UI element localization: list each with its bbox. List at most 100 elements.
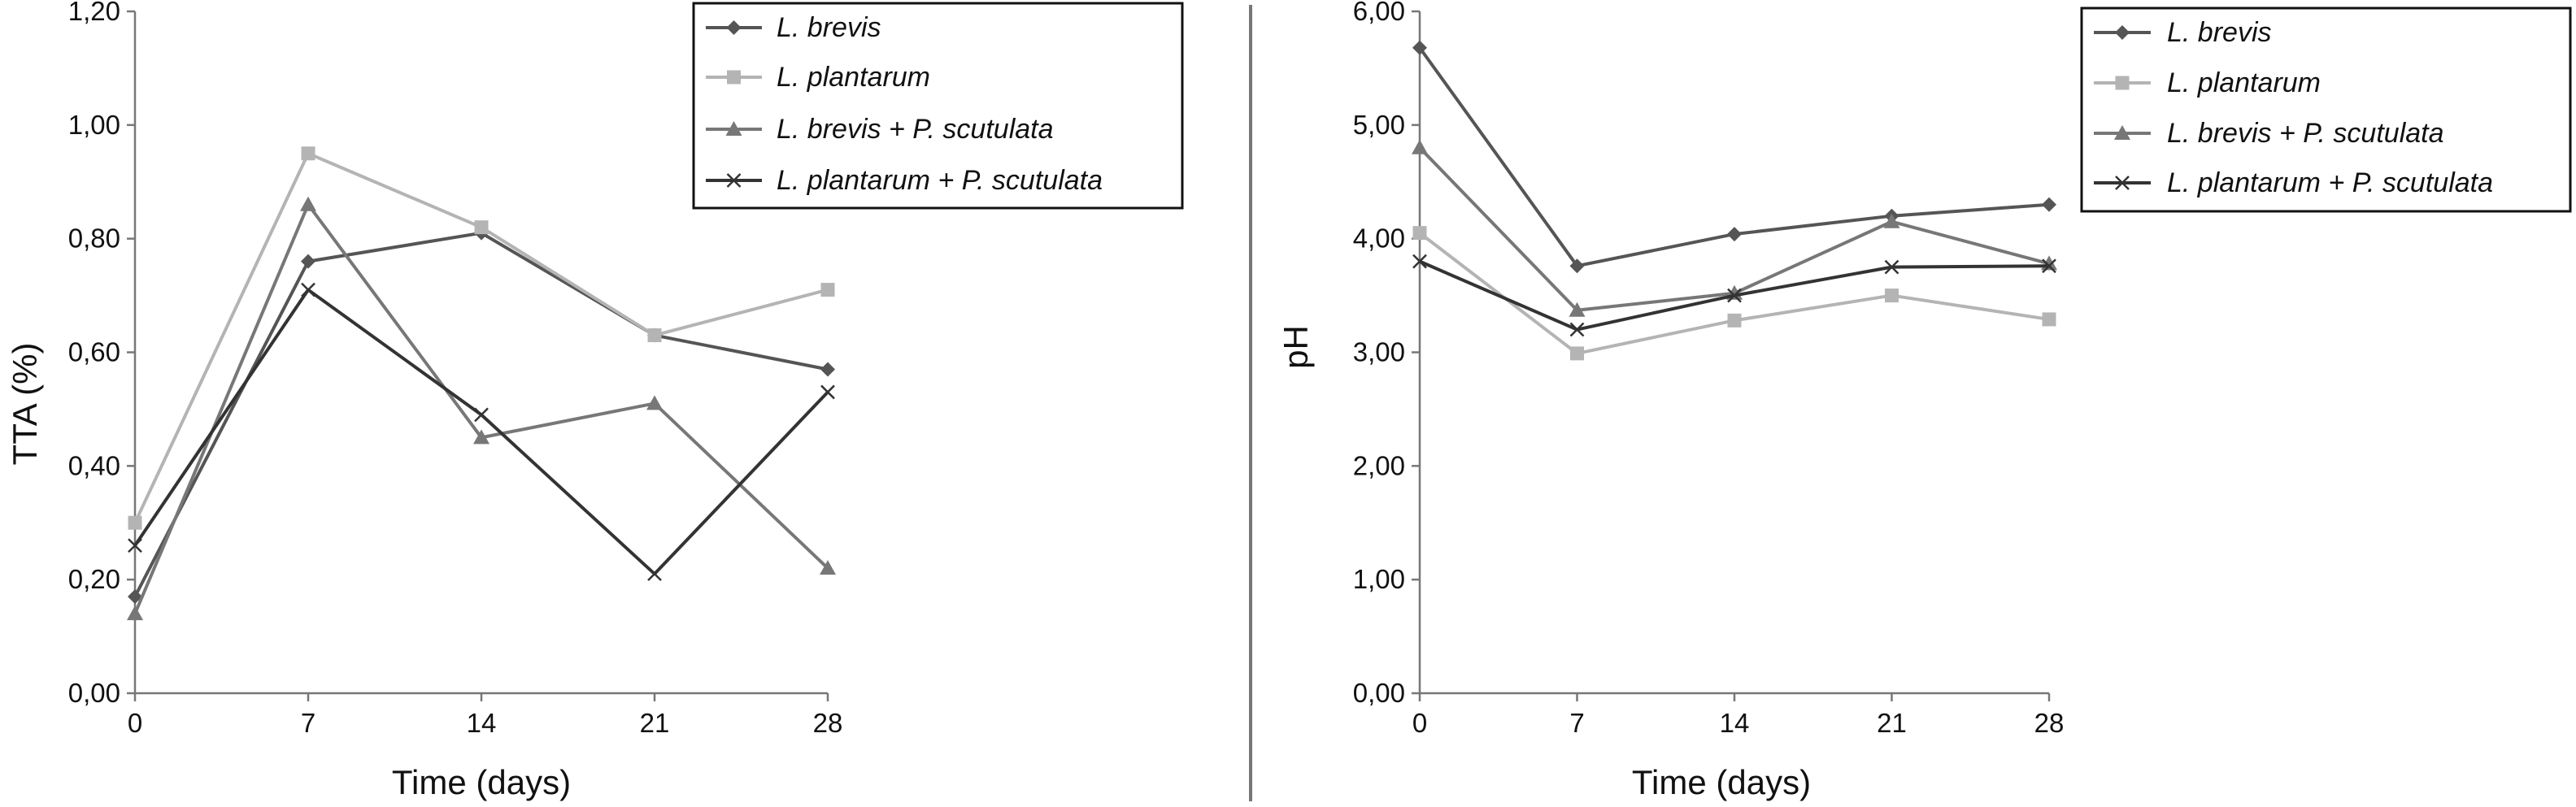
tta-data-point	[300, 196, 316, 211]
ph-legend-label-l-brevis-p-scutulata: L. brevis + P. scutulata	[2167, 118, 2444, 149]
tta-legend-swatch-marker	[726, 20, 742, 35]
tta-data-point	[474, 407, 489, 423]
tta-y-tick-label: 0,80	[68, 223, 120, 254]
tta-y-tick-label: 1,20	[68, 0, 120, 26]
tta-x-tick-label: 21	[640, 708, 670, 738]
tta-data-point	[301, 146, 315, 161]
ph-legend-label-l-plantarum-p-scutulata: L. plantarum + P. scutulata	[2167, 167, 2493, 198]
ph-legend-swatch-marker	[2115, 25, 2130, 40]
ph-data-point	[1412, 139, 1428, 154]
tta-data-point	[127, 605, 143, 621]
ph-data-point	[1569, 302, 1586, 317]
ph-data-point	[1412, 226, 1427, 241]
ph-y-tick-label: 3,00	[1353, 337, 1405, 367]
ph-y-tick-label: 6,00	[1353, 0, 1405, 26]
tta-y-tick-label: 0,60	[68, 337, 120, 367]
ph-legend-swatch	[2094, 76, 2151, 90]
ph-y-tick-label: 4,00	[1353, 223, 1405, 254]
tta-y-tick-label: 1,00	[68, 110, 120, 140]
tta-y-tick-label: 0,00	[68, 678, 120, 708]
ph-data-point	[1727, 288, 1742, 303]
ph-legend-swatch	[2094, 176, 2151, 190]
tta-y-axis-title: TTA (%)	[6, 343, 44, 466]
ph-data-point	[2042, 312, 2056, 327]
ph-x-axis-title: Time (days)	[1632, 763, 1811, 801]
ph-y-axis-title: pH	[1277, 325, 1315, 369]
ph-y-tick-label: 5,00	[1353, 110, 1405, 140]
ph-y-tick-label: 2,00	[1353, 450, 1405, 480]
ph-x-tick-label: 7	[1569, 708, 1584, 738]
ph-axes: 0,00 1,00 2,00 3,00 4,00 5,00 6,00 0 7 14 21 28	[1353, 0, 2065, 738]
ph-data-point	[1412, 254, 1427, 269]
tta-data-point	[301, 254, 315, 269]
ph-x-tick-label: 28	[2034, 708, 2065, 738]
ph-legend-swatch-marker	[2115, 176, 2130, 190]
ph-data-point	[1412, 40, 1427, 55]
tta-legend-swatch	[706, 121, 762, 136]
tta-legend-swatch	[706, 20, 762, 35]
tta-x-tick-label: 28	[813, 708, 843, 738]
tta-data-point	[647, 328, 662, 343]
ph-legend-label-l-plantarum: L. plantarum	[2167, 67, 2321, 98]
tta-x-tick-label: 7	[301, 708, 315, 738]
tta-legend-box	[692, 2, 1184, 210]
ph-legend: L. brevis L. plantarum L. brevis + P. sc…	[2080, 7, 2572, 213]
tta-series-l-plantarum-p-scutulata	[128, 282, 835, 582]
ph-x-tick-label: 0	[1412, 708, 1427, 738]
tta-data-point	[646, 395, 663, 410]
ph-x-tick-label: 14	[1720, 708, 1750, 738]
tta-data-point	[647, 566, 662, 582]
tta-legend-swatch-marker	[726, 173, 742, 188]
tta-axes: 0,00 0,20 0,40 0,60 0,80 1,00 1,20 0 7 14 21 28	[68, 0, 843, 738]
tta-data-point	[474, 220, 489, 235]
tta-legend-swatch	[706, 70, 762, 85]
ph-data-point	[1569, 258, 1585, 274]
ph-data-point	[1570, 346, 1584, 361]
ph-series-l-brevis-p-scutulata	[1412, 139, 2057, 317]
ph-legend-swatch-marker	[2114, 125, 2130, 140]
ph-chart: pH Time (days) L. brevis L. plantarum L.…	[1277, 0, 2572, 801]
ph-data-point	[1885, 289, 1899, 303]
tta-y-tick-label: 0,20	[68, 564, 120, 594]
tta-legend-label-l-plantarum: L. plantarum	[777, 62, 930, 93]
ph-data-point	[1727, 227, 1742, 242]
ph-legend-swatch	[2094, 125, 2151, 140]
ph-data-point	[1727, 313, 1742, 328]
tta-legend-swatch-marker	[727, 70, 741, 85]
ph-data-point	[2042, 197, 2056, 212]
tta-legend-swatch-marker	[725, 121, 742, 136]
tta-x-axis-title: Time (days)	[392, 763, 571, 801]
ph-legend-swatch	[2094, 25, 2151, 40]
ph-data-point	[1883, 213, 1900, 228]
ph-series-l-plantarum-p-scutulata	[1412, 254, 2056, 337]
tta-data-point	[820, 384, 835, 400]
ph-legend-label-l-brevis: L. brevis	[2167, 17, 2272, 48]
ph-legend-swatch-marker	[2115, 76, 2130, 90]
tta-data-point	[128, 515, 142, 530]
tta-legend-label-l-brevis-p-scutulata: L. brevis + P. scutulata	[777, 114, 1054, 145]
ph-y-tick-label: 1,00	[1353, 564, 1405, 594]
tta-legend-swatch	[706, 173, 762, 188]
ph-x-tick-label: 21	[1877, 708, 1907, 738]
tta-data-point	[820, 362, 835, 377]
tta-data-point	[128, 538, 142, 553]
tta-data-point	[820, 560, 836, 575]
tta-legend-label-l-plantarum-p-scutulata: L. plantarum + P. scutulata	[777, 165, 1103, 196]
ph-data-point	[1884, 259, 1899, 275]
ph-series-l-plantarum	[1412, 226, 2056, 361]
tta-x-tick-label: 0	[128, 708, 142, 738]
ph-y-tick-label: 0,00	[1353, 678, 1405, 708]
tta-series-line	[133, 202, 829, 614]
tta-legend: L. brevis L. plantarum L. brevis + P. sc…	[692, 2, 1184, 210]
tta-x-tick-label: 14	[467, 708, 497, 738]
tta-series-l-brevis-p-scutulata	[127, 196, 836, 621]
tta-chart: TTA (%) Time (days) L. brevis L. plantar…	[6, 0, 1184, 801]
tta-legend-label-l-brevis: L. brevis	[777, 12, 881, 43]
tta-data-point	[301, 282, 315, 297]
tta-data-point	[128, 589, 142, 605]
tta-series-l-plantarum	[128, 146, 835, 530]
tta-data-point	[473, 429, 490, 445]
ph-data-point	[1569, 322, 1585, 337]
